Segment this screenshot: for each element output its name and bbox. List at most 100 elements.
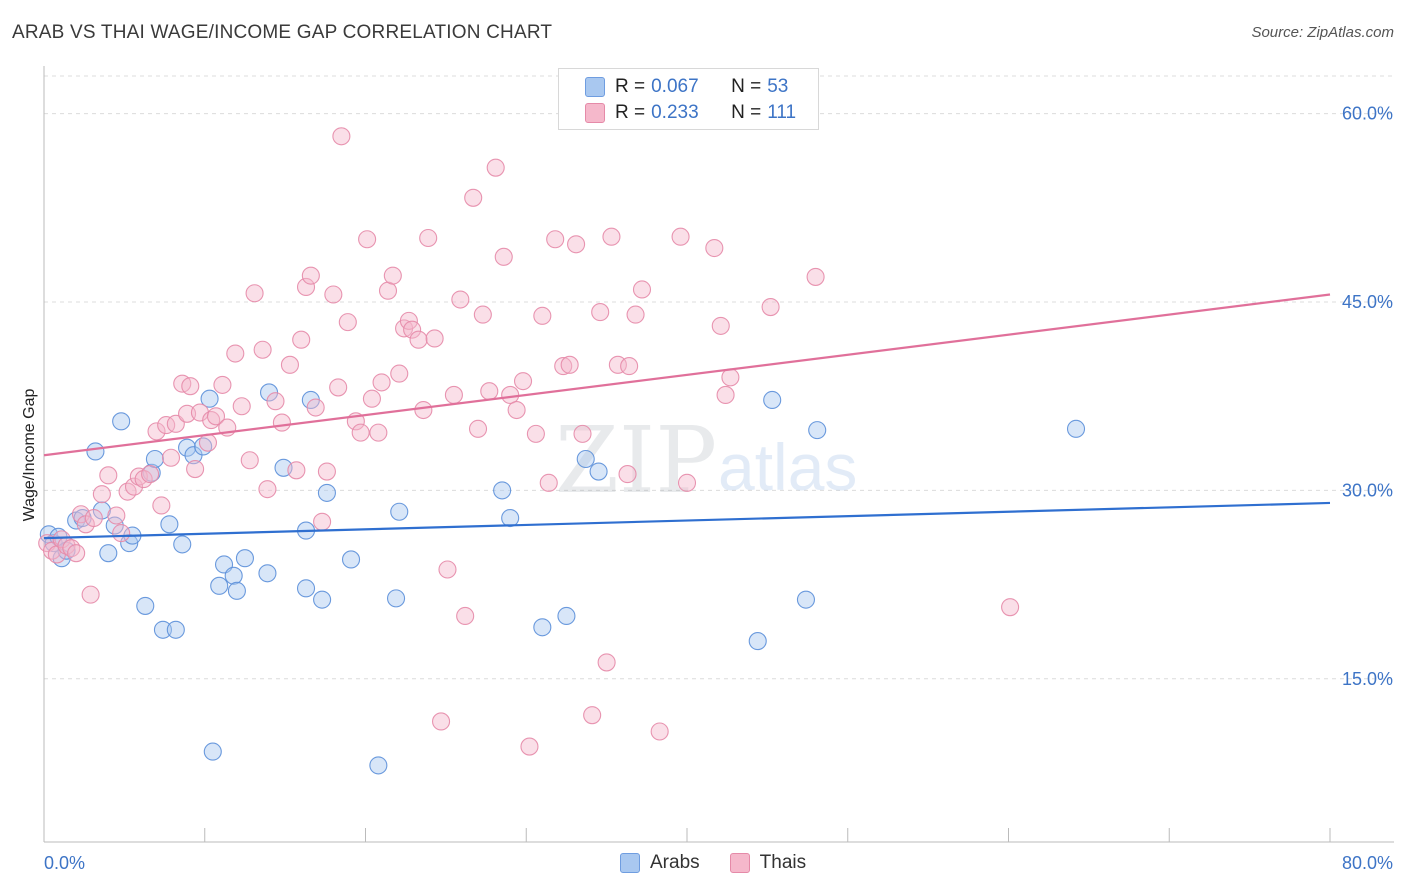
legend-item-thais: Thais [729, 852, 807, 874]
legend-r-value: 0.067 [651, 76, 699, 97]
legend-swatch-thais [585, 103, 605, 123]
data-point [494, 247, 513, 266]
data-point [390, 502, 409, 521]
data-point [372, 373, 391, 392]
data-point [721, 368, 740, 387]
data-point [403, 320, 422, 339]
y-tick-label: 60.0% [1342, 104, 1393, 124]
legend-swatch-arabs [585, 77, 605, 97]
data-point [313, 512, 332, 531]
data-point [533, 306, 552, 325]
data-point [203, 742, 222, 761]
watermark: ZIP atlas [555, 407, 857, 514]
data-point [92, 485, 111, 504]
data-point [152, 496, 171, 515]
data-point [567, 235, 586, 254]
data-point [341, 550, 361, 569]
data-point [573, 424, 592, 443]
data-point [444, 385, 463, 405]
data-point [650, 722, 669, 741]
data-point [808, 421, 827, 440]
legend-label-arabs: Arabs [650, 852, 700, 873]
data-point [253, 340, 272, 359]
data-point [160, 515, 179, 534]
data-point [296, 277, 316, 297]
data-point [317, 483, 336, 502]
data-point [539, 473, 558, 492]
data-point [245, 284, 264, 303]
data-point [520, 737, 539, 756]
data-point [425, 329, 444, 348]
data-point [157, 416, 176, 435]
data-point [501, 508, 520, 528]
stats-legend: R = 0.067 N = 53 R = 0.233 N = 111 [558, 68, 819, 130]
data-point [451, 290, 470, 309]
data-point [618, 465, 637, 484]
data-point [258, 564, 277, 583]
data-point [62, 539, 81, 558]
data-point [145, 449, 164, 469]
y-tick-label: 45.0% [1342, 292, 1393, 312]
series-thais [38, 127, 1020, 756]
data-point [589, 462, 608, 481]
y-tick-label: 30.0% [1342, 480, 1393, 500]
data-point [213, 375, 232, 394]
data-point [390, 364, 409, 383]
data-point [292, 330, 311, 349]
data-point [620, 357, 639, 376]
data-point [468, 419, 488, 438]
data-point [67, 544, 86, 563]
data-point [235, 549, 254, 568]
series-legend: Arabs Thais [620, 852, 836, 874]
data-point [438, 560, 457, 579]
data-point [473, 305, 492, 324]
axes [43, 66, 1394, 843]
data-point [186, 459, 205, 479]
data-point [266, 392, 285, 411]
data-point [671, 227, 690, 246]
data-point [317, 462, 336, 481]
data-point [748, 632, 767, 651]
legend-swatch-thais [729, 853, 750, 873]
legend-label-thais: Thais [759, 852, 807, 873]
data-point [576, 449, 595, 469]
data-point [224, 566, 243, 585]
y-tick-labels: 15.0% 30.0% 45.0% 60.0% [1342, 104, 1393, 689]
series-arabs [39, 383, 1086, 775]
data-point [306, 398, 325, 417]
data-point [369, 756, 388, 775]
data-point [136, 596, 155, 615]
legend-item-arabs: Arabs [620, 852, 700, 874]
data-point [112, 412, 131, 431]
data-point [178, 404, 197, 423]
data-point [324, 285, 343, 304]
data-point [280, 355, 299, 374]
data-point [296, 579, 316, 598]
legend-r-label: R = [615, 102, 646, 123]
data-point [362, 389, 381, 408]
data-point [181, 377, 200, 396]
data-point [705, 238, 724, 258]
data-point [716, 385, 735, 405]
legend-n-value: 111 [767, 102, 797, 123]
data-point [386, 589, 406, 608]
data-point [583, 706, 602, 725]
data-point [806, 267, 825, 286]
watermark-zip: ZIP [555, 407, 717, 514]
data-point [227, 581, 246, 600]
data-point [99, 466, 118, 485]
legend-n-label: N = [731, 102, 762, 123]
data-point [591, 303, 610, 322]
data-point [763, 390, 782, 410]
data-point [173, 535, 192, 554]
data-point [301, 266, 320, 285]
data-point [533, 618, 552, 637]
data-point [1066, 419, 1086, 438]
data-point [409, 330, 428, 349]
legend-r-value: 0.233 [651, 102, 699, 123]
data-point [456, 606, 475, 626]
legend-row-arabs: R = 0.067 N = 53 [585, 75, 794, 99]
data-point [414, 400, 433, 420]
data-point [526, 424, 545, 443]
x-tick-label: 0.0% [44, 853, 85, 873]
